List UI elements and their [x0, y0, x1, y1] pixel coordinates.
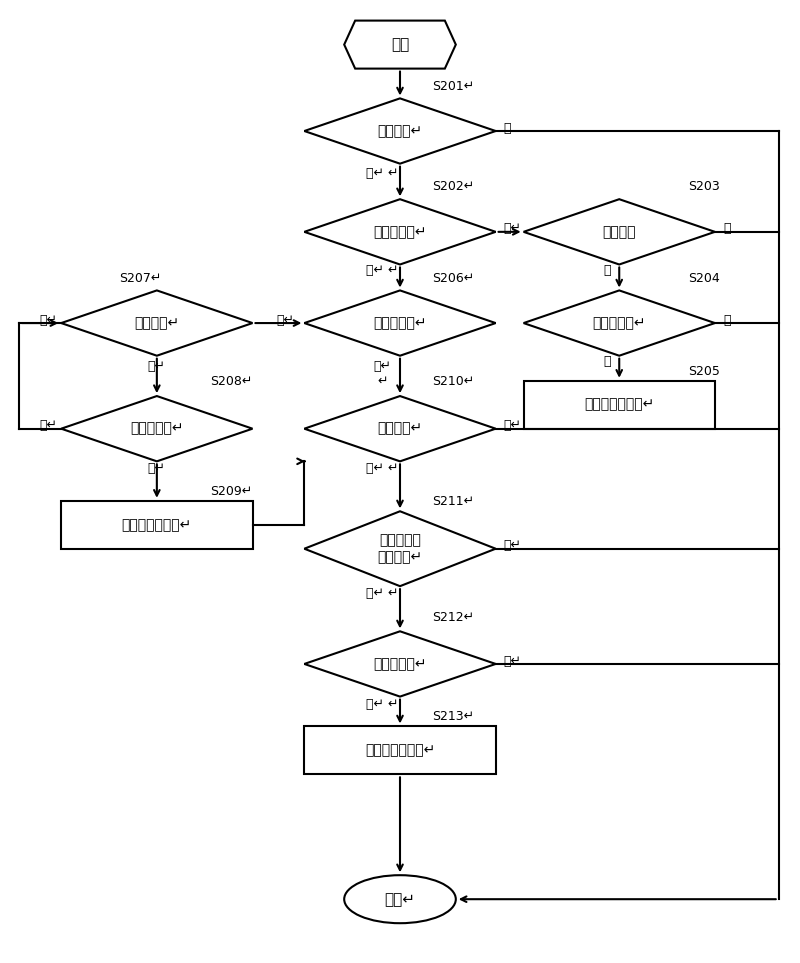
Text: 是: 是: [504, 121, 511, 135]
Text: S206↵: S206↵: [432, 272, 474, 285]
Text: 功率因数高↵: 功率因数高↵: [374, 316, 426, 330]
Text: 否: 否: [603, 264, 611, 276]
Text: 返回↵: 返回↵: [385, 892, 415, 907]
Text: 开始: 开始: [391, 38, 409, 52]
Text: 是↵: 是↵: [504, 222, 522, 236]
Text: 否↵ ↵: 否↵ ↵: [366, 587, 398, 600]
Text: 否↵: 否↵: [39, 419, 57, 432]
Text: 以次投入电容器↵: 以次投入电容器↵: [365, 743, 435, 757]
Text: 是↵: 是↵: [504, 419, 522, 432]
Text: S201↵: S201↵: [432, 80, 474, 92]
Text: 是↵: 是↵: [277, 314, 294, 326]
Text: 是↵ ↵: 是↵ ↵: [366, 697, 398, 711]
Text: 切除延时到↵: 切除延时到↵: [130, 422, 183, 435]
Text: S205: S205: [689, 365, 721, 377]
Text: S213↵: S213↵: [432, 711, 474, 723]
Text: 是↵: 是↵: [504, 539, 522, 553]
Text: 以次投入电容器↵: 以次投入电容器↵: [584, 398, 654, 411]
Text: S210↵: S210↵: [432, 376, 474, 388]
Text: 以次切除电容器↵: 以次切除电容器↵: [122, 518, 192, 532]
Text: S204: S204: [689, 272, 720, 285]
Bar: [61, 501, 253, 549]
Text: S208↵: S208↵: [210, 376, 253, 388]
Text: S212↵: S212↵: [432, 611, 474, 624]
Text: S207↵: S207↵: [119, 272, 162, 285]
Text: 否↵ ↵: 否↵ ↵: [366, 167, 398, 179]
Text: 是否投满: 是否投满: [602, 224, 636, 239]
Text: 功率因数低↵: 功率因数低↵: [374, 224, 426, 239]
Bar: [523, 380, 715, 429]
Text: 否↵ ↵: 否↵ ↵: [366, 264, 398, 276]
Bar: [304, 726, 496, 774]
Text: 是否切完↵: 是否切完↵: [134, 316, 179, 330]
Text: 是↵: 是↵: [148, 462, 166, 476]
Text: 是: 是: [723, 222, 730, 236]
Text: 有功最小相
是否投满↵: 有功最小相 是否投满↵: [378, 534, 422, 563]
Text: 是否急停↵: 是否急停↵: [378, 124, 422, 138]
Text: 有功平衡↵: 有功平衡↵: [378, 422, 422, 435]
Text: 否: 否: [723, 314, 730, 326]
Text: S211↵: S211↵: [432, 495, 474, 508]
Text: 否↵ ↵: 否↵ ↵: [366, 462, 398, 476]
Text: 投入延时到↵: 投入延时到↵: [593, 316, 646, 330]
Text: 投入延时到↵: 投入延时到↵: [374, 657, 426, 671]
Text: S202↵: S202↵: [432, 180, 474, 194]
Text: S203: S203: [689, 180, 720, 194]
Text: 是: 是: [603, 354, 611, 368]
Text: 否↵: 否↵: [504, 655, 522, 667]
Text: 否↵: 否↵: [148, 359, 166, 373]
Text: 否↵
↵: 否↵ ↵: [374, 359, 391, 387]
Text: 是↵: 是↵: [39, 314, 57, 326]
Text: S209↵: S209↵: [210, 484, 253, 498]
